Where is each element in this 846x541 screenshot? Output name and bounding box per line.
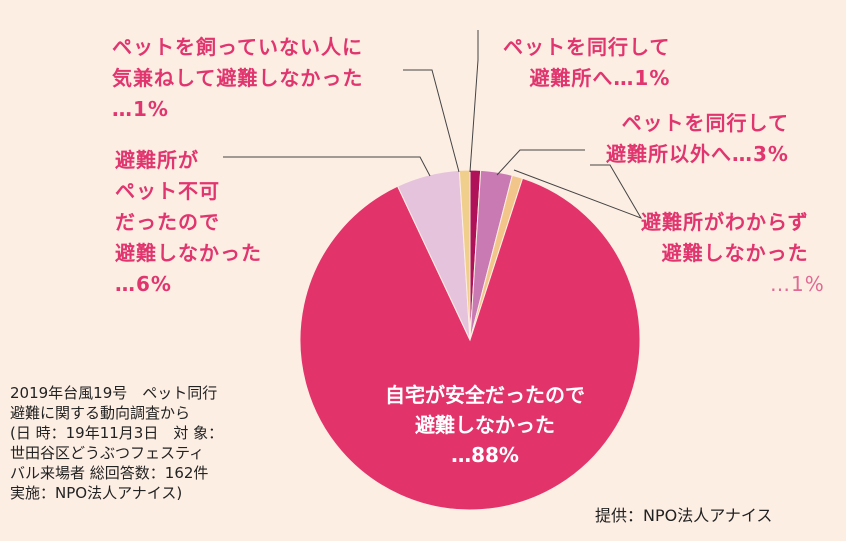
label-top-left: ペットを飼っていない人に 気兼ねして避難しなかった …1% bbox=[112, 35, 364, 121]
credit: 提供：NPO法人アナイス bbox=[595, 506, 773, 525]
leader-line-left bbox=[223, 156, 431, 177]
label-right-1: ペットを同行して 避難所以外へ…3% bbox=[606, 111, 789, 166]
leader-lines bbox=[223, 30, 643, 219]
pie-slices bbox=[299, 169, 641, 511]
label-top-right: ペットを同行して 避難所へ…1% bbox=[503, 35, 671, 90]
source-note: 2019年台風19号 ペット同行 避難に関する動向調査から (日 時：19年11… bbox=[10, 384, 224, 502]
label-inside-main-slice: 自宅が安全だったので 避難しなかった …88% bbox=[385, 383, 585, 467]
leader-line-right-1 bbox=[496, 149, 585, 176]
leader-line-right-2 bbox=[513, 164, 643, 219]
label-left: 避難所が ペット不可 だったので 避難しなかった …6% bbox=[115, 148, 262, 296]
label-right-2: 避難所がわからず 避難しなかった bbox=[641, 210, 809, 265]
pie-slice-3 bbox=[299, 177, 641, 511]
label-right-2-percent: …1% bbox=[770, 272, 825, 296]
leader-line-top-left bbox=[403, 69, 460, 173]
leader-line-top-right bbox=[469, 30, 479, 173]
